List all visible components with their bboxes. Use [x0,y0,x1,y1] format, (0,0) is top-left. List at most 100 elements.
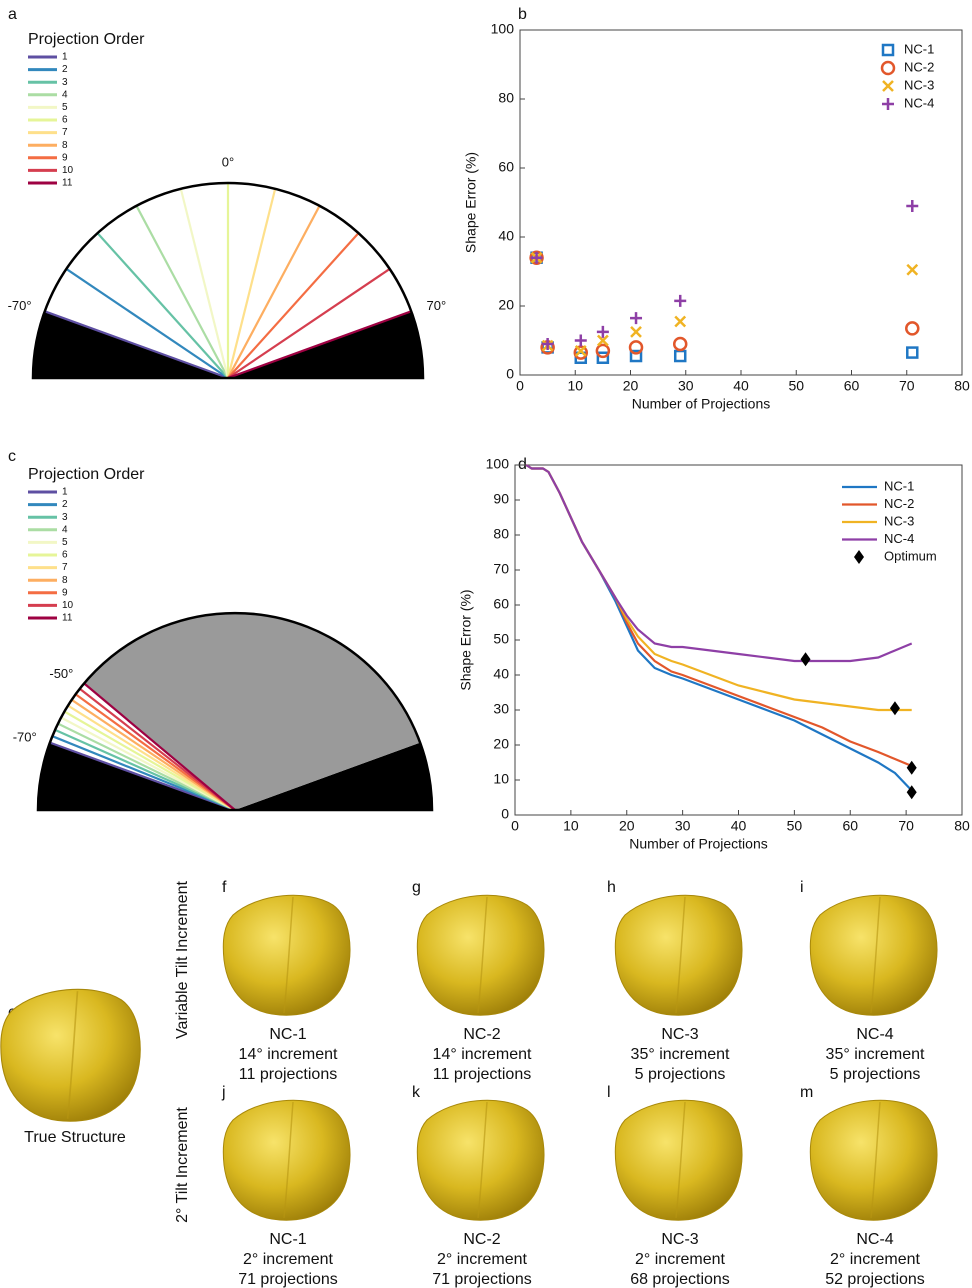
angle-label: 70° [427,298,447,313]
legend-label: 10 [62,165,74,176]
x-tick-label: 20 [623,378,639,394]
x-tick-label: 50 [787,818,803,834]
projection-line [83,682,236,811]
legend-label: 3 [62,77,68,88]
legend-label: NC-2 [884,496,914,511]
y-tick-label: 100 [486,456,510,472]
rendered-particle [614,1099,743,1221]
legend-label: NC-2 [904,59,934,74]
legend-label: 9 [62,152,68,163]
projection-line [71,698,236,811]
scatter-point [880,60,896,76]
projection-line [65,268,229,379]
caption: 14° increment [433,1046,532,1063]
series-line [525,464,913,768]
x-tick-label: 80 [954,378,970,394]
legend-label: 5 [62,102,68,113]
y-tick-label: 60 [493,596,509,612]
rendered-particle [222,894,351,1016]
panel-label: i [800,879,804,896]
legend-label: 7 [62,562,68,573]
scatter-point [596,351,610,364]
caption: 11 projections [239,1066,337,1083]
caption: 71 projections [238,1271,338,1288]
legend-label: 4 [62,89,68,100]
caption: 71 projections [432,1271,532,1288]
fan-outline [31,181,425,380]
legend-label: 1 [62,52,68,63]
caption: 14° increment [239,1046,338,1063]
legend-label: NC-3 [884,513,914,528]
unused-region [84,613,421,810]
caption: NC-2 [463,1231,500,1248]
series-line [525,464,913,663]
x-tick-label: 30 [678,378,694,394]
rendered-particle [809,1099,938,1221]
scatter-point [882,98,894,110]
y-tick-label: 20 [498,297,514,313]
scatter-point [541,337,554,350]
caption: True Structure [24,1129,126,1146]
scatter-point [674,294,687,307]
panel-label: c [8,448,16,465]
scatter-point [882,80,894,92]
scatter-point [629,349,643,363]
legend-label: 2 [62,499,68,510]
projection-line [54,728,236,812]
scatter-point [800,652,811,667]
scatter-point [573,345,589,360]
y-tick-label: 40 [493,666,509,682]
caption: 2° increment [243,1251,334,1268]
scatter-point [905,321,920,336]
caption: 11 projections [433,1066,531,1083]
caption: 52 projections [825,1271,925,1288]
angle-label: 0° [222,154,234,169]
scatter-point [906,785,917,800]
series-line [525,464,913,792]
projection-line [227,205,321,379]
legend-label: NC-4 [884,531,914,546]
projection-line [49,741,236,812]
legend-label: 8 [62,575,68,586]
panel-label: b [518,6,527,23]
y-axis-label: Shape Error (%) [458,589,474,690]
rendered-particle [0,988,141,1122]
angle-label: -70° [8,298,32,313]
panel-label: h [607,879,616,896]
rendered-particle [416,894,545,1016]
caption: 2° increment [635,1251,726,1268]
x-tick-label: 30 [675,818,691,834]
particle-edge [870,1101,881,1219]
scatter-point [672,336,688,352]
y-tick-label: 70 [493,561,509,577]
caption: 35° increment [631,1046,730,1063]
legend-title: Projection Order [28,31,145,48]
x-tick-label: 80 [954,818,970,834]
particle-edge [283,1101,294,1219]
particle-edge [870,896,881,1014]
x-tick-label: 70 [898,818,914,834]
projection-line [60,716,236,811]
caption: NC-2 [463,1026,500,1043]
scatter-point [530,251,543,264]
legend-label: 11 [62,178,73,189]
particle-shape [222,1099,351,1221]
projection-line [226,188,277,379]
particle-edge [477,896,488,1014]
row-label: Variable Tilt Increment [174,880,191,1039]
x-axis-label: Number of Projections [632,396,771,412]
scatter-point [906,263,919,276]
projection-line [79,687,236,811]
rendered-particle [416,1099,545,1221]
projection-line [57,722,236,811]
projection-line [63,710,236,811]
caption: NC-3 [661,1026,698,1043]
scatter-point [673,349,687,363]
legend-label: NC-4 [904,95,934,110]
scatter-point [574,334,587,347]
particle-edge [283,896,294,1014]
scatter-point [628,340,644,355]
panel-label: j [221,1084,226,1101]
scatter-point [596,334,609,347]
projection-line [227,310,412,380]
